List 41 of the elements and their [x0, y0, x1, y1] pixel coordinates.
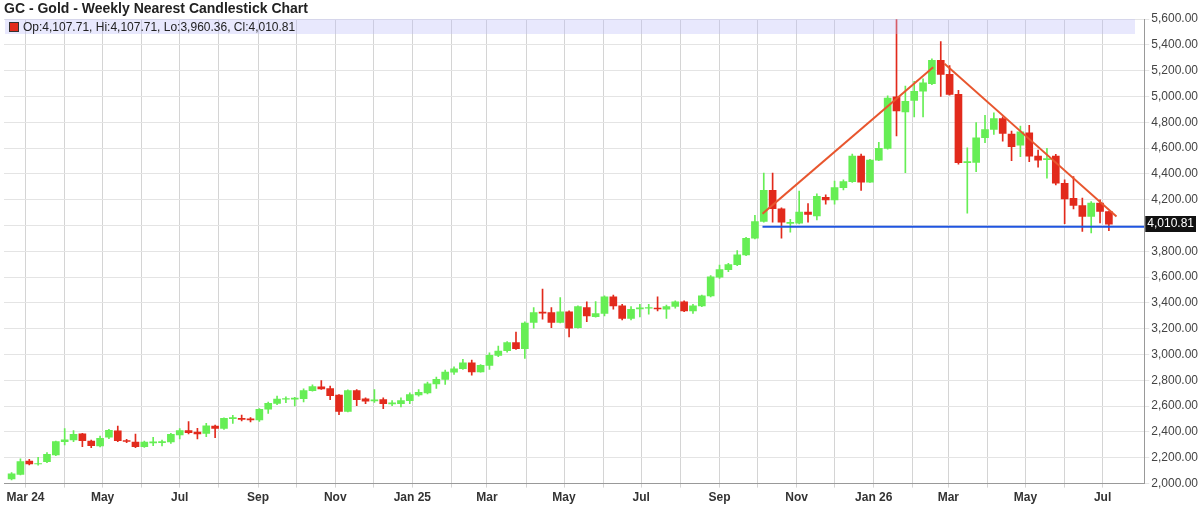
x-tick-label: Sep	[708, 490, 731, 505]
x-tick-label: Mar 24	[6, 490, 45, 505]
y-tick-label: 3,200.00	[1151, 321, 1199, 336]
y-tick-label: 5,200.00	[1151, 62, 1199, 77]
x-tick-label: Nov	[785, 490, 809, 505]
y-tick-label: 5,600.00	[1151, 11, 1199, 26]
candlestick	[34, 456, 42, 466]
candlestick	[211, 424, 219, 438]
y-tick-label: 4,800.00	[1151, 114, 1199, 129]
y-tick-label: 2,600.00	[1151, 398, 1199, 413]
y-tick-label: 2,800.00	[1151, 372, 1199, 387]
x-tick-label: Jan 25	[393, 490, 432, 505]
y-tick-label: 4,400.00	[1151, 166, 1199, 181]
x-tick-label: May	[90, 490, 115, 505]
info-panel: Op:4,107.71, Hi:4,107.71, Lo:3,960.36, Cl:4,010.81	[5, 19, 1135, 34]
y-tick-label: 2,400.00	[1151, 424, 1199, 439]
y-tick-label: 2,000.00	[1151, 475, 1199, 490]
chart-title: GC - Gold - Weekly Nearest Candlestick Chart	[4, 0, 308, 16]
x-tick-label: Jul	[1093, 490, 1112, 505]
x-tick-label: Mar	[476, 490, 498, 505]
chart-subtitle: Op:4,107.71, Hi:4,107.71, Lo:3,960.36, Cl:4,010.81	[23, 19, 296, 34]
candlestick	[804, 203, 812, 223]
y-tick-label: 5,000.00	[1151, 88, 1199, 103]
x-tick-label: May	[552, 490, 577, 505]
x-tick-label: Mar	[937, 490, 960, 505]
x-tick-label: Jan 26	[855, 490, 893, 505]
y-tick-label: 3,000.00	[1151, 346, 1199, 361]
y-tick-label: 5,400.00	[1151, 37, 1199, 52]
x-tick-label: Sep	[247, 490, 270, 505]
x-tick-label: Nov	[323, 490, 347, 505]
y-tick-label: 2,200.00	[1151, 450, 1199, 465]
y-tick-label: 4,600.00	[1151, 140, 1199, 155]
y-tick-label: 4,200.00	[1151, 191, 1199, 206]
x-tick-label: May	[1013, 490, 1038, 505]
candlestick	[1043, 148, 1051, 179]
y-tick-label: 3,400.00	[1151, 295, 1199, 310]
text: 4,010.81	[1147, 216, 1195, 231]
y-tick-label: 3,800.00	[1151, 243, 1199, 258]
x-tick-label: Jul	[632, 490, 650, 505]
y-tick-label: 3,600.00	[1151, 269, 1199, 284]
x-tick-label: Jul	[171, 490, 189, 505]
